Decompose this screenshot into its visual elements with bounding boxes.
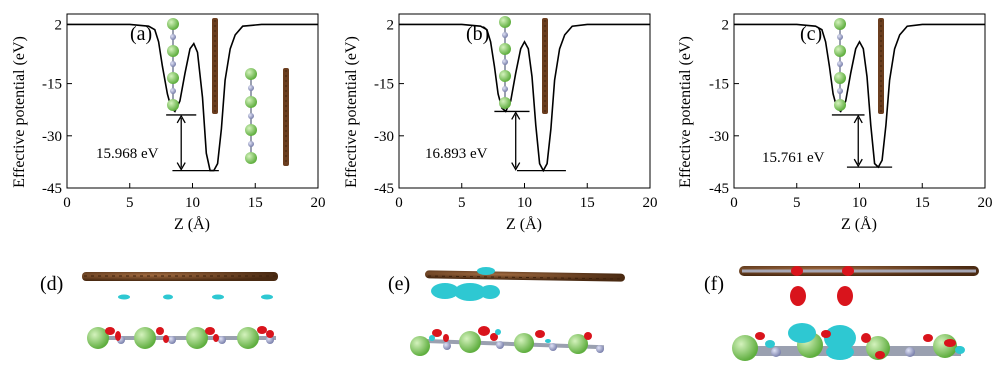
y-tick-label: -45	[374, 181, 394, 197]
x-tick-label: 15	[915, 195, 930, 211]
cyan-isosurface	[765, 323, 965, 360]
axes: 0 5 10 15 20 2 -15 -30 -45	[42, 17, 326, 211]
bracket-arrow-head-up	[511, 111, 521, 120]
cyan-isosurface	[431, 267, 500, 301]
x-tick-label: 5	[126, 195, 134, 211]
red-isosurface	[105, 326, 274, 343]
y-tick-label: 2	[722, 17, 730, 33]
red-isosurface	[790, 266, 854, 306]
y-tick-label: -15	[374, 77, 394, 93]
x-tick-label: 0	[395, 195, 403, 211]
cl-n-layer	[410, 331, 605, 356]
y-axis-label: Effective potential (eV)	[11, 36, 28, 188]
x-tick-label: 0	[63, 195, 71, 211]
panel-label-a: (a)	[130, 23, 152, 45]
red-isosurface-lower	[755, 330, 956, 359]
cl-n-chain-vertical	[167, 18, 179, 111]
x-tick-label: 20	[311, 195, 326, 211]
carbon-layer	[425, 270, 625, 282]
y-tick-label: -45	[42, 181, 62, 197]
x-axis-label: Z (Å)	[506, 215, 542, 233]
panel-label-c: (c)	[800, 23, 822, 45]
charge-density-e: (e)	[388, 267, 625, 356]
cl-n-chain-vertical	[834, 18, 846, 111]
charge-density-d: (d)	[40, 272, 278, 349]
y-tick-label: 2	[387, 17, 395, 33]
y-tick-label: -15	[42, 77, 62, 93]
depth-label: 15.968 eV	[96, 146, 159, 162]
depth-label: 15.761 eV	[762, 150, 825, 166]
depth-bracket	[494, 110, 566, 172]
carbon-chain-vertical	[542, 18, 548, 114]
x-tick-label: 10	[517, 195, 532, 211]
bracket-arrow-head-up	[853, 114, 863, 124]
bracket-arrow-head-down	[511, 162, 521, 171]
carbon-chain-vertical	[878, 18, 884, 114]
red-isosurface	[432, 326, 592, 342]
x-axis-label: Z (Å)	[841, 215, 877, 233]
carbon-chain-side	[283, 68, 289, 166]
x-axis-label: Z (Å)	[174, 215, 210, 233]
y-tick-label: 2	[55, 17, 63, 33]
x-tick-label: 15	[248, 195, 263, 211]
x-tick-label: 10	[185, 195, 200, 211]
y-tick-label: -30	[42, 129, 62, 145]
x-tick-label: 15	[580, 195, 595, 211]
potential-curve	[399, 23, 650, 173]
potential-curve	[734, 23, 985, 169]
cl-n-layer	[87, 327, 276, 349]
carbon-layer	[739, 266, 979, 276]
charge-density-f: (f)	[704, 266, 979, 361]
panel-label-e: (e)	[388, 273, 410, 295]
panel-label-d: (d)	[40, 273, 63, 295]
axes: 0 5 10 15 20 2 -15 -30 -45	[374, 17, 658, 211]
x-tick-label: 5	[458, 195, 466, 211]
bracket-arrow-head-down	[176, 162, 186, 171]
y-tick-label: -30	[374, 129, 394, 145]
x-tick-label: 20	[643, 195, 658, 211]
carbon-chain-vertical	[212, 18, 218, 114]
x-tick-label: 5	[793, 195, 801, 211]
x-tick-label: 0	[730, 195, 738, 211]
bracket-arrow-head-down	[853, 158, 863, 168]
panel-label-b: (b)	[466, 23, 489, 45]
y-axis-label: Effective potential (eV)	[343, 36, 360, 188]
bracket-arrow-head-up	[176, 114, 186, 124]
cyan-isosurface	[118, 294, 273, 300]
depth-bracket	[831, 114, 893, 168]
potential-chart-b: 0 5 10 15 20 2 -15 -30 -45 16.893 eV (b) Z (Å) E…	[343, 13, 658, 233]
y-tick-label: -15	[709, 77, 729, 93]
cyan-isosurface-small	[429, 329, 551, 343]
depth-label: 16.893 eV	[425, 146, 488, 162]
potential-chart-a: 0 5 10 15 20 2 -15 -30 -45 15.968 eV (a) Z (Å) E…	[11, 13, 326, 233]
panel-label-f: (f)	[704, 273, 724, 295]
potential-chart-c: 0 5 10 15 20 2 -15 -30 -45 15.761 eV (c) Z (Å) E…	[677, 13, 993, 233]
cl-n-chain-side	[245, 68, 257, 164]
axes: 0 5 10 15 20 2 -15 -30 -45	[709, 17, 993, 211]
x-tick-label: 10	[852, 195, 867, 211]
potential-curve	[67, 23, 318, 172]
carbon-layer	[82, 272, 278, 281]
x-tick-label: 20	[978, 195, 993, 211]
y-tick-label: -45	[709, 181, 729, 197]
depth-bracket	[166, 114, 219, 172]
y-axis-label: Effective potential (eV)	[677, 36, 694, 188]
cl-n-chain-vertical	[499, 16, 511, 109]
y-tick-label: -30	[709, 129, 729, 145]
